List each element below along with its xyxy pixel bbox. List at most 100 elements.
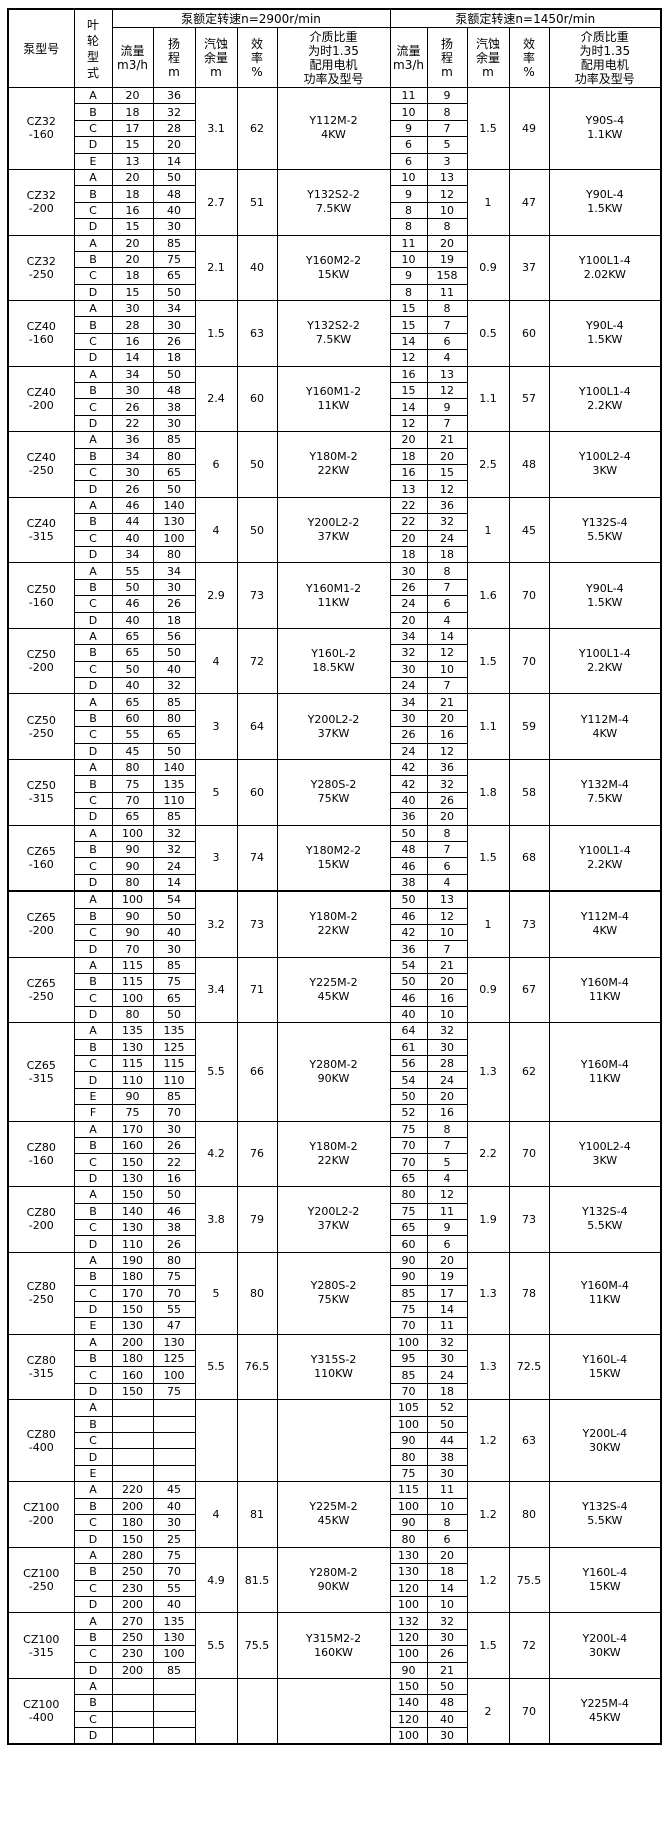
head-2900-cell: 50 xyxy=(152,1005,196,1024)
npsh-2900-cell: 4.2 xyxy=(194,1120,238,1188)
head-1450-cell: 40 xyxy=(426,1710,468,1729)
head-1450-cell: 13 xyxy=(426,890,468,909)
flow-1450-cell: 70 xyxy=(389,1317,428,1335)
motor-2900-cell: Y280M-2 90KW xyxy=(276,1022,391,1122)
flow-2900-cell: 30 xyxy=(111,463,154,482)
npsh-2900-cell: 4 xyxy=(194,1481,238,1548)
table-row: B 34 80 18 20 xyxy=(8,447,661,465)
head-1450-cell: 30 xyxy=(426,1038,468,1057)
impeller-type-cell: C xyxy=(73,791,113,810)
head-2900-cell: 140 xyxy=(152,496,196,515)
header-eff-1450: 效 率 % xyxy=(508,27,550,88)
impeller-type-cell: D xyxy=(73,1727,113,1745)
table-row: CZ32 -160 A 20 36 3.1 62 Y112M-2 4KW 11 9 1.5 49 Y9… xyxy=(7,86,662,170)
impeller-type-cell: D xyxy=(73,1071,113,1089)
table-row: CZ40 -200 A 34 50 2.4 60 Y160M1-2 11KW 16 13 1.1 5… xyxy=(7,365,662,433)
impeller-type-cell: A xyxy=(73,168,113,187)
impeller-type-cell: A xyxy=(73,431,113,449)
table-row: D 100 30 xyxy=(8,1727,661,1745)
header-impeller-type: 叶 轮 型 式 xyxy=(73,8,113,88)
table-row: C 150 22 70 5 xyxy=(8,1153,661,1171)
impeller-type-cell: C xyxy=(73,1645,113,1663)
impeller-type-cell: B xyxy=(73,1136,113,1155)
table-row: D 80 50 40 10 xyxy=(8,1005,661,1024)
motor-2900-cell: Y180M-2 22KW xyxy=(276,890,391,958)
head-1450-cell: 10 xyxy=(426,660,468,679)
motor-1450-cell: Y90L-4 1.5KW xyxy=(548,300,662,367)
pump-model-cell: CZ80 -315 xyxy=(7,1333,75,1401)
flow-1450-cell: 6 xyxy=(389,152,428,170)
header-section-1450: 泵额定转速n=1450r/min xyxy=(389,8,662,28)
header-motor-1450: 介质比重 为时1.35 配用电机 功率及型号 xyxy=(548,27,662,88)
motor-1450-cell: Y132M-4 7.5KW xyxy=(548,759,662,826)
head-1450-cell: 14 xyxy=(426,1579,468,1597)
impeller-type-cell: B xyxy=(73,1268,113,1286)
header-section-2900: 泵额定转速n=2900r/min xyxy=(111,8,391,28)
table-row: C 46 26 24 6 xyxy=(8,595,661,613)
eff-2900-cell: 79 xyxy=(236,1186,278,1253)
impeller-type-cell: C xyxy=(73,332,113,351)
npsh-1450-cell: 1.1 xyxy=(466,365,510,433)
flow-2900-cell: 100 xyxy=(111,989,154,1007)
head-1450-cell: 12 xyxy=(426,742,468,761)
motor-1450-cell: Y132S-4 5.5KW xyxy=(548,1186,662,1253)
table-row: B 140 46 75 11 xyxy=(8,1202,661,1220)
impeller-type-cell: B xyxy=(73,840,113,859)
eff-2900-cell: 80 xyxy=(236,1251,278,1335)
motor-2900-cell: Y200L2-2 37KW xyxy=(276,1186,391,1253)
pump-model-cell: CZ65 -160 xyxy=(7,824,75,892)
table-row: D 150 55 75 14 xyxy=(8,1300,661,1319)
header-npsh-2900: 汽蚀 余量 m xyxy=(194,27,238,88)
head-1450-cell: 8 xyxy=(426,562,468,580)
flow-1450-cell: 100 xyxy=(389,1497,428,1515)
table-row: B 180 125 95 30 xyxy=(8,1350,661,1368)
table-row: D 45 50 24 12 xyxy=(8,742,661,761)
flow-1450-cell: 100 xyxy=(389,1415,428,1434)
motor-2900-cell: Y280M-2 90KW xyxy=(276,1546,391,1614)
head-1450-cell: 32 xyxy=(426,513,468,531)
eff-2900-cell: 75.5 xyxy=(236,1612,278,1679)
npsh-2900-cell: 2.7 xyxy=(194,168,238,236)
pump-model-cell: CZ32 -160 xyxy=(7,87,75,170)
npsh-1450-cell: 0.5 xyxy=(466,300,510,367)
flow-1450-cell: 42 xyxy=(389,923,428,942)
head-1450-cell: 7 xyxy=(426,840,468,859)
head-2900-cell: 24 xyxy=(152,857,196,875)
eff-2900-cell: 71 xyxy=(236,956,278,1024)
head-1450-cell: 13 xyxy=(426,168,468,187)
head-2900-cell: 100 xyxy=(152,1366,196,1384)
flow-1450-cell: 18 xyxy=(389,545,428,564)
flow-2900-cell: 55 xyxy=(111,726,154,744)
head-1450-cell: 16 xyxy=(426,1104,468,1122)
head-2900-cell: 30 xyxy=(152,1120,196,1139)
npsh-1450-cell: 1.5 xyxy=(466,87,510,170)
head-2900-cell xyxy=(152,1448,196,1466)
pump-model-cell: CZ40 -250 xyxy=(7,431,75,498)
eff-1450-cell: 78 xyxy=(508,1251,550,1335)
flow-2900-cell: 60 xyxy=(111,709,154,728)
flow-2900-cell: 90 xyxy=(111,840,154,859)
head-1450-cell: 52 xyxy=(426,1399,468,1417)
head-2900-cell xyxy=(152,1464,196,1483)
head-1450-cell: 4 xyxy=(426,349,468,367)
flow-2900-cell: 200 xyxy=(111,1497,154,1515)
impeller-type-cell: A xyxy=(73,496,113,515)
npsh-1450-cell: 1 xyxy=(466,890,510,958)
flow-1450-cell: 100 xyxy=(389,1645,428,1663)
motor-1450-cell: Y160L-4 15KW xyxy=(548,1546,662,1614)
flow-2900-cell: 15 xyxy=(111,218,154,236)
pump-model-cell: CZ100 -400 xyxy=(7,1677,75,1745)
head-2900-cell: 80 xyxy=(152,1251,196,1270)
impeller-type-cell: E xyxy=(73,152,113,170)
npsh-1450-cell: 1 xyxy=(466,496,510,564)
table-row: B 140 48 xyxy=(8,1694,661,1712)
flow-2900-cell: 20 xyxy=(111,86,154,105)
head-2900-cell: 80 xyxy=(152,545,196,564)
pump-model-cell: CZ100 -250 xyxy=(7,1546,75,1614)
head-1450-cell: 30 xyxy=(426,1727,468,1745)
npsh-1450-cell: 1.2 xyxy=(466,1481,510,1548)
table-row: CZ32 -250 A 20 85 2.1 40 Y160M2-2 15KW 11 20 0.9 3… xyxy=(7,234,662,302)
eff-1450-cell: 70 xyxy=(508,627,550,695)
impeller-type-cell: B xyxy=(73,185,113,203)
flow-2900-cell: 140 xyxy=(111,1202,154,1220)
